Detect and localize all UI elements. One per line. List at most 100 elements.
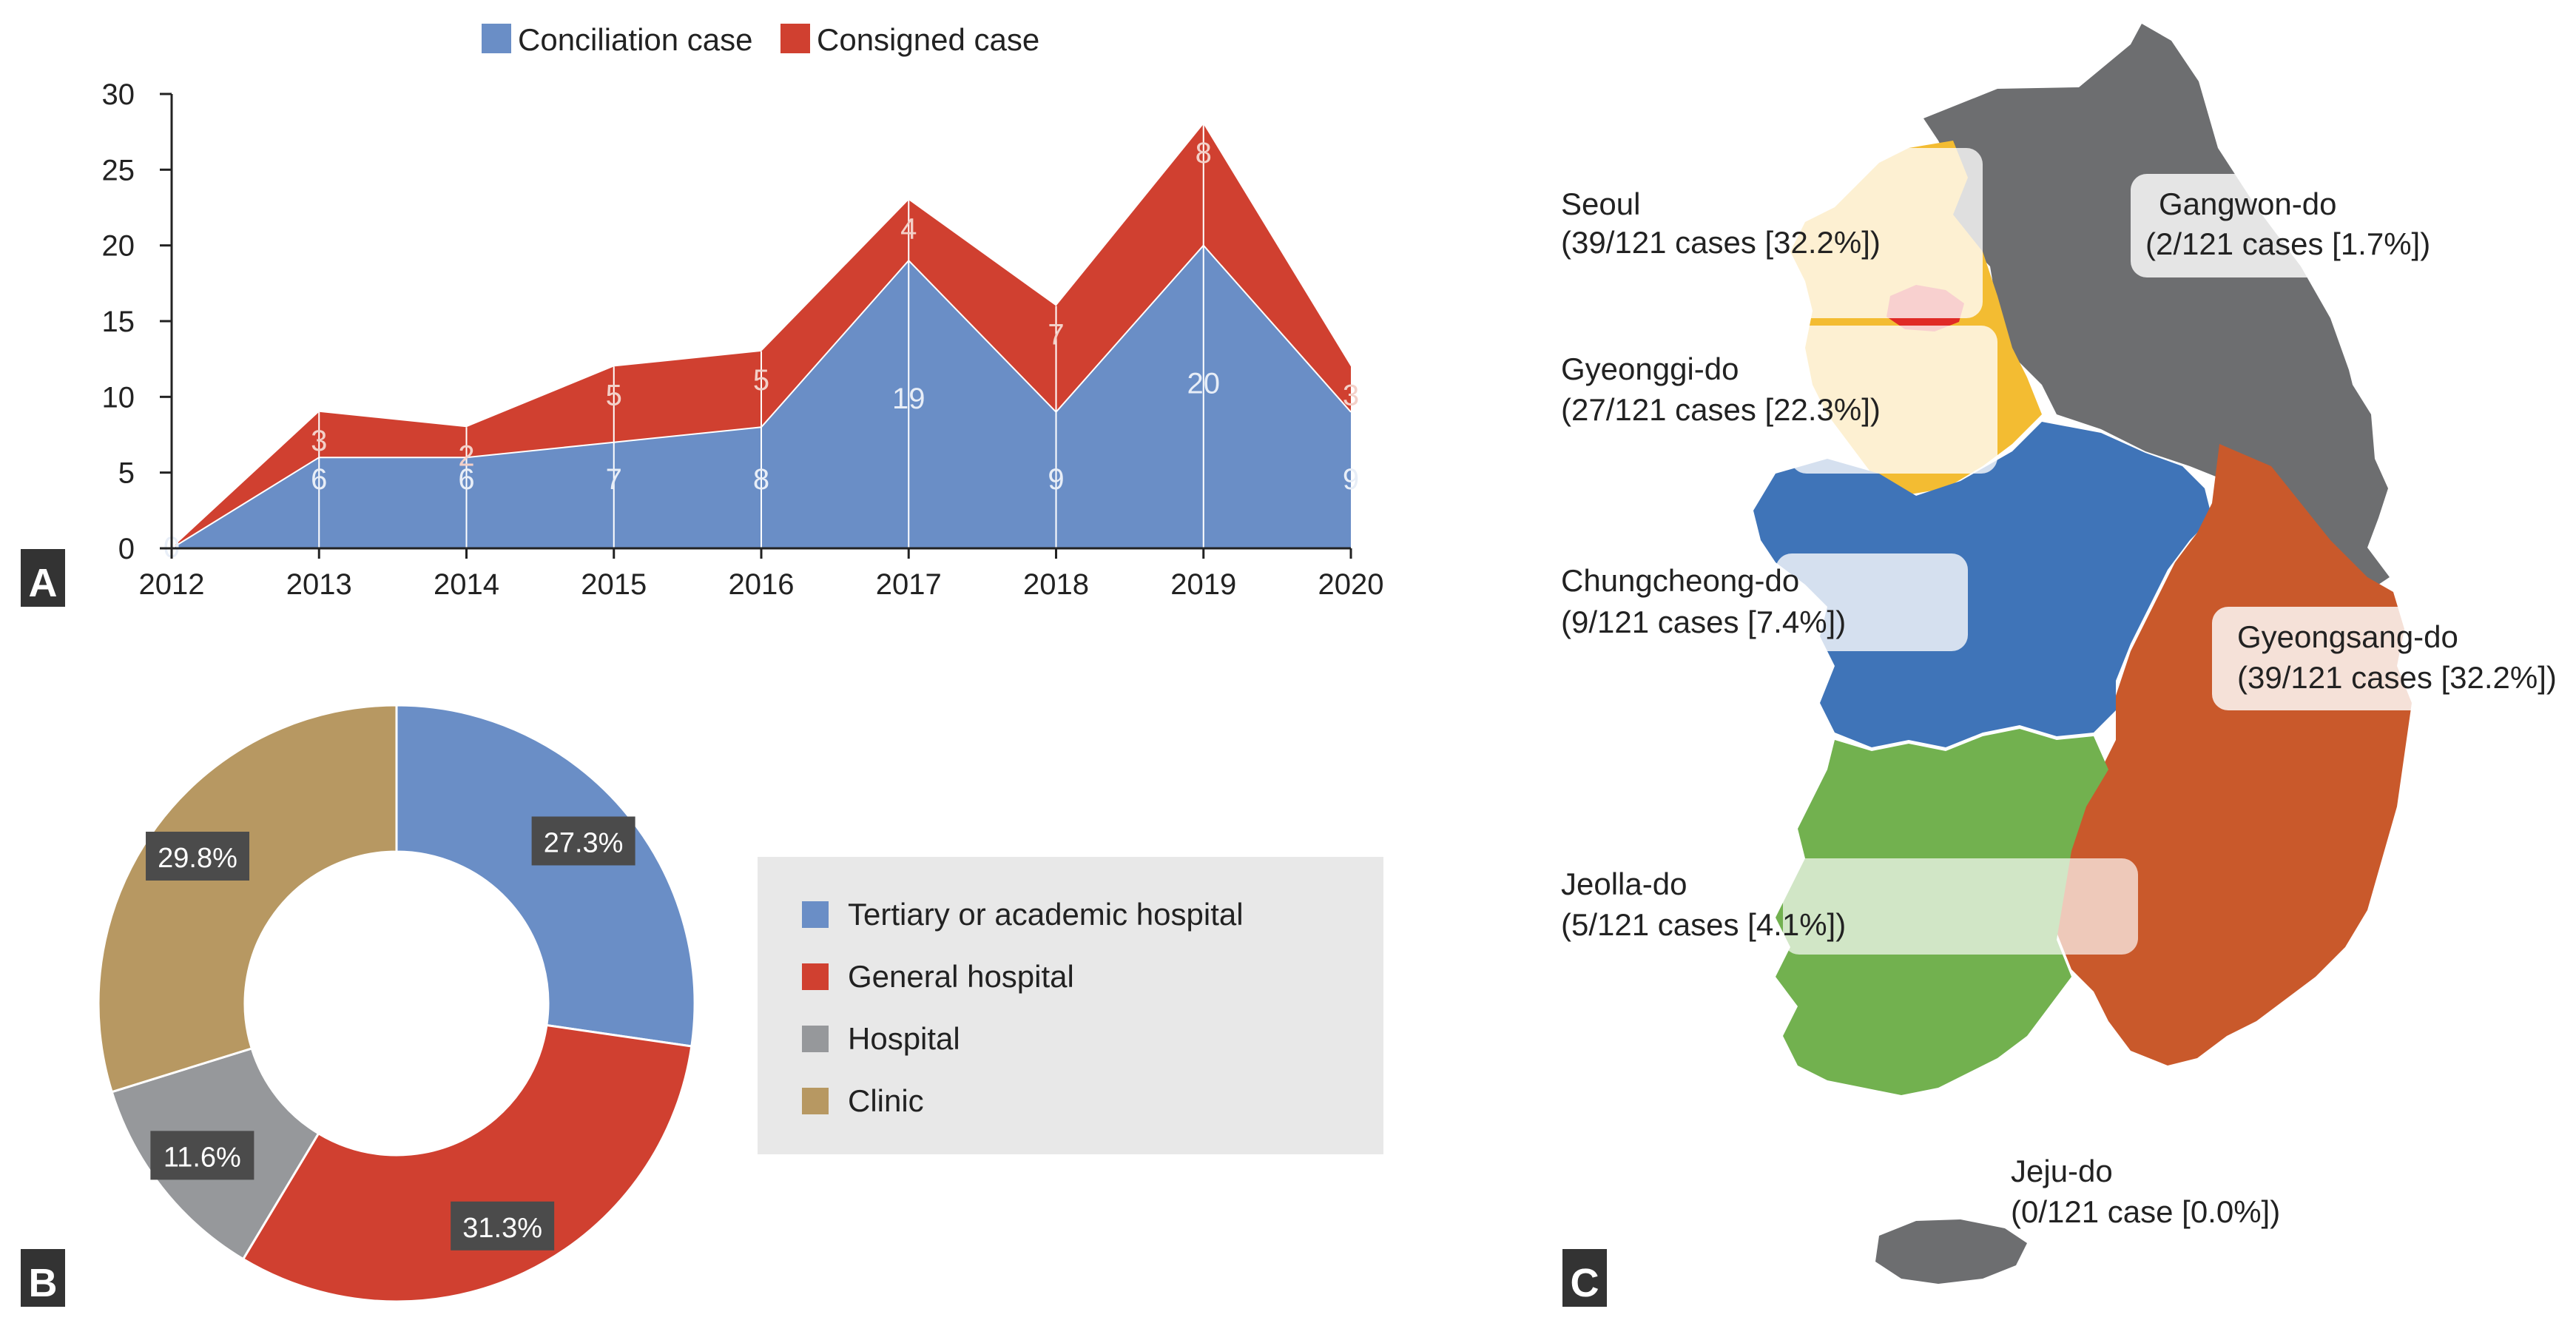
- y-tick-label-15: 15: [102, 306, 135, 338]
- donut-slice-1: [241, 1023, 693, 1303]
- data-label-consigned-2015: 5: [606, 379, 622, 411]
- x-tick-label-2018: 2018: [1023, 568, 1089, 601]
- donut-chart: 27.3% 31.3% 11.6% 29.8% Tertiary or academi…: [21, 704, 1383, 1307]
- donut-labels: 27.3% 31.3% 11.6% 29.8%: [146, 816, 635, 1251]
- donut-legend-box: [758, 857, 1383, 1154]
- map-label-gyeongsang: Gyeongsang-do (39/121 cases [32.2%]): [2237, 619, 2557, 695]
- y-tick-label-0: 0: [118, 533, 135, 565]
- map-label-gangwon-detail: (2/121 cases [1.7%]): [2145, 226, 2430, 261]
- donut-legend-label-1: General hospital: [848, 959, 1074, 994]
- data-label-conciliation-2020: 9: [1343, 463, 1359, 496]
- data-label-conciliation-2015: 7: [606, 463, 622, 496]
- donut-legend-swatch-3: [802, 1088, 829, 1114]
- region-gyeongsang: [2057, 444, 2412, 1066]
- donut-legend-swatch-1: [802, 963, 829, 990]
- legend-swatch-consigned: [780, 24, 810, 53]
- map-label-chungcheong-name: Chungcheong-do: [1561, 563, 1799, 598]
- x-tick-label-2015: 2015: [581, 568, 647, 601]
- panel-label-c: C: [1571, 1261, 1599, 1305]
- donut-label-0: 27.3%: [544, 827, 624, 858]
- map-label-jeju-name: Jeju-do: [2011, 1154, 2113, 1188]
- data-label-conciliation-2014: 6: [458, 463, 474, 496]
- y-tick-label-30: 30: [102, 78, 135, 111]
- highlight-jeolla: [1783, 858, 2138, 955]
- data-label-consigned-2018: 7: [1048, 319, 1064, 351]
- region-jeju: [1875, 1219, 2027, 1284]
- donut-legend-swatch-0: [802, 901, 829, 928]
- map-label-gyeonggi-name: Gyeonggi-do: [1561, 351, 1739, 386]
- donut-label-box-2: [150, 1131, 254, 1180]
- donut-slice-0: [395, 704, 696, 1048]
- map-label-jeju: Jeju-do (0/121 case [0.0%]): [2011, 1154, 2280, 1229]
- legend-label-consigned: Consigned case: [817, 22, 1039, 57]
- data-label-conciliation-2019: 20: [1187, 368, 1221, 400]
- data-label-consigned-2020: 3: [1343, 379, 1359, 411]
- data-label-consigned-2019: 8: [1196, 137, 1212, 169]
- highlight-seoul: [1790, 148, 1983, 318]
- data-label-conciliation-2013: 6: [311, 463, 327, 496]
- data-label-consigned-2013: 3: [311, 425, 327, 457]
- map-label-jeolla-name: Jeolla-do: [1561, 866, 1687, 901]
- map-label-chungcheong: Chungcheong-do (9/121 cases [7.4%]): [1561, 563, 1846, 639]
- panel-label-c-box: [1562, 1249, 1607, 1307]
- x-tick-label-2013: 2013: [286, 568, 352, 601]
- map-label-gyeonggi-detail: (27/121 cases [22.3%]): [1561, 392, 1881, 427]
- panel-label-a-box: [21, 549, 65, 607]
- y-tick-label-25: 25: [102, 154, 135, 186]
- panel-label-b-box: [21, 1249, 65, 1307]
- area-data-labels: 0636275851949720893: [163, 137, 1359, 564]
- area-legend: Conciliation case Consigned case: [482, 22, 1039, 57]
- map-label-gangwon-name: Gangwon-do: [2159, 186, 2337, 221]
- donut-slice-3: [97, 704, 398, 1094]
- donut-legend-swatch-2: [802, 1026, 829, 1052]
- map-label-jeju-detail: (0/121 case [0.0%]): [2011, 1194, 2280, 1229]
- region-chungcheong: [1753, 422, 2212, 747]
- y-tick-label-5: 5: [118, 457, 135, 490]
- donut-legend-label-3: Clinic: [848, 1083, 924, 1118]
- map-label-gyeongsang-name: Gyeongsang-do: [2237, 619, 2458, 654]
- map-label-gyeonggi: Gyeonggi-do (27/121 cases [22.3%]): [1561, 351, 1881, 427]
- donut-slices: [97, 704, 696, 1303]
- map-label-chungcheong-detail: (9/121 cases [7.4%]): [1561, 605, 1846, 639]
- donut-label-box-3: [146, 831, 250, 881]
- map-label-seoul-name: Seoul: [1561, 186, 1640, 221]
- data-label-consigned-2014: 2: [458, 440, 474, 472]
- korea-map: Seoul (39/121 cases [32.2%]) Gyeonggi-do…: [1561, 24, 2557, 1307]
- x-axis-ticks: 2012 2013 2014 2015 2016 2017 2018 2019 2020: [139, 548, 1384, 601]
- donut-legend-label-2: Hospital: [848, 1021, 960, 1056]
- donut-label-box-1: [451, 1201, 555, 1251]
- x-tick-label-2012: 2012: [139, 568, 205, 601]
- y-tick-label-20: 20: [102, 230, 135, 263]
- donut-label-box-0: [531, 816, 635, 866]
- data-label-consigned-2017: 4: [900, 212, 917, 245]
- map-label-jeolla-detail: (5/121 cases [4.1%]): [1561, 907, 1846, 942]
- data-label-consigned-2016: 5: [753, 364, 769, 397]
- x-tick-label-2019: 2019: [1170, 568, 1236, 601]
- donut-label-2: 11.6%: [163, 1142, 241, 1173]
- map-label-gangwon: Gangwon-do (2/121 cases [1.7%]): [2145, 186, 2430, 261]
- donut-legend: Tertiary or academic hospital General hos…: [802, 897, 1244, 1118]
- highlight-gangwon: [2131, 174, 2419, 277]
- legend-label-conciliation: Conciliation case: [518, 22, 753, 57]
- region-gangwon: [1923, 24, 2390, 592]
- highlight-gyeongsang: [2212, 607, 2501, 710]
- x-tick-label-2016: 2016: [729, 568, 795, 601]
- y-tick-label-10: 10: [102, 381, 135, 414]
- donut-legend-label-0: Tertiary or academic hospital: [848, 897, 1244, 932]
- map-label-jeolla: Jeolla-do (5/121 cases [4.1%]): [1561, 866, 1846, 942]
- highlight-chungcheong: [1776, 553, 1968, 651]
- map-label-gyeongsang-detail: (39/121 cases [32.2%]): [2237, 660, 2557, 695]
- map-label-seoul: Seoul (39/121 cases [32.2%]): [1561, 186, 1881, 260]
- x-tick-label-2020: 2020: [1318, 568, 1384, 601]
- donut-label-1: 31.3%: [462, 1213, 542, 1244]
- highlight-gyeonggi: [1790, 326, 1997, 474]
- y-axis-ticks: 0 5 10 15 20 25 30: [102, 78, 172, 565]
- data-label-conciliation-2018: 9: [1048, 463, 1064, 496]
- area-chart: Conciliation case Consigned case 0636275…: [21, 22, 1383, 607]
- map-label-seoul-detail: (39/121 cases [32.2%]): [1561, 225, 1881, 260]
- x-tick-label-2014: 2014: [434, 568, 499, 601]
- data-label-conciliation-2016: 8: [753, 463, 769, 496]
- panel-label-a: A: [29, 561, 58, 605]
- x-tick-label-2017: 2017: [876, 568, 942, 601]
